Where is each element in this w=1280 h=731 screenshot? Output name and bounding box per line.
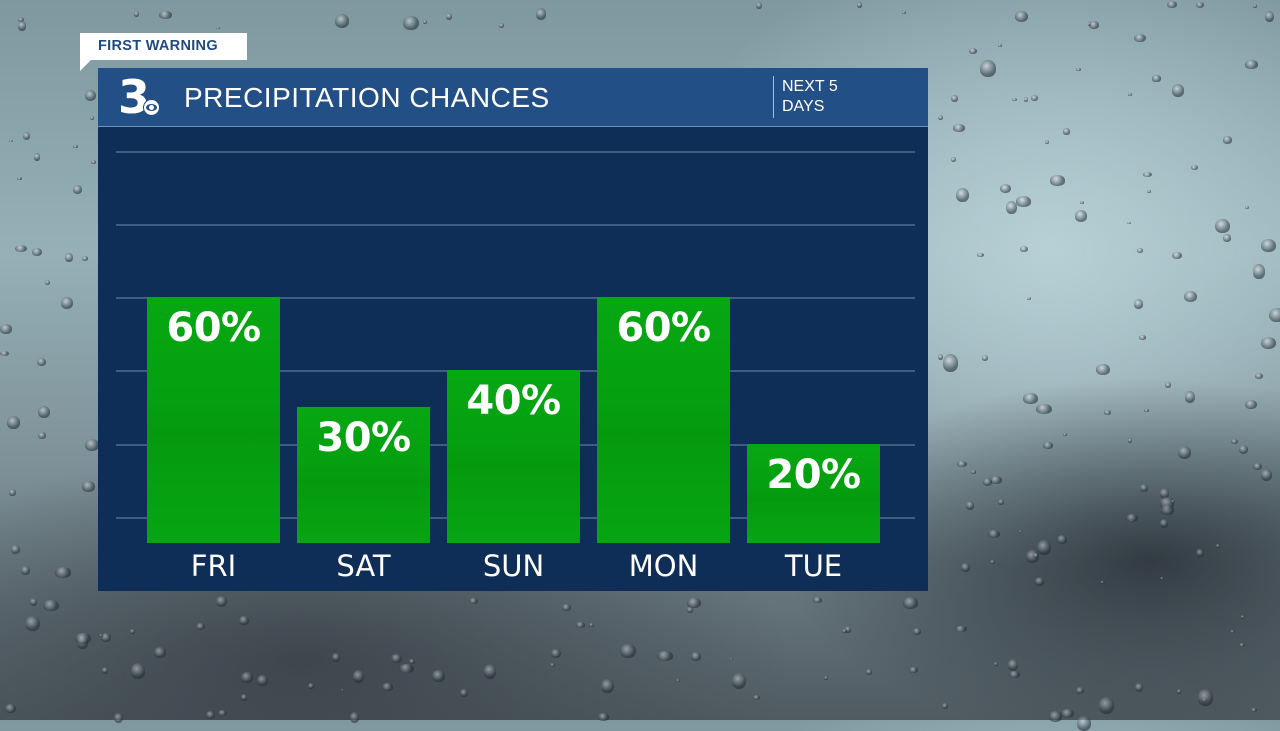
bar-value-label: 60% bbox=[166, 305, 261, 352]
day-label-mon: MON bbox=[628, 549, 699, 583]
bar-fri: 60% bbox=[147, 297, 280, 543]
chart-plot-area: 60% 30% 40% 60% 20% FRI SAT SUN MON TUE bbox=[98, 127, 928, 591]
bar-sat: 30% bbox=[297, 407, 430, 543]
gridline-100 bbox=[116, 151, 915, 153]
station-logo: 3 bbox=[118, 70, 163, 124]
bar-tue: 20% bbox=[747, 443, 880, 543]
day-label-sat: SAT bbox=[336, 549, 391, 583]
gridline-60 bbox=[116, 297, 915, 299]
channel-number: 3 bbox=[118, 70, 150, 124]
first-warning-badge: FIRST WARNING bbox=[80, 33, 247, 60]
chart-title: PRECIPITATION CHANCES bbox=[184, 82, 550, 113]
bar-sun: 40% bbox=[447, 370, 580, 543]
cbs-eye-icon bbox=[143, 99, 160, 116]
subtitle-line-2: DAYS bbox=[782, 98, 825, 115]
badge-tail bbox=[80, 59, 92, 71]
chart-header: 3 PRECIPITATION CHANCES NEXT 5 DAYS bbox=[98, 68, 928, 127]
bar-value-label: 20% bbox=[766, 451, 861, 498]
day-label-fri: FRI bbox=[190, 549, 237, 583]
bar-value-label: 40% bbox=[466, 378, 561, 425]
bar-value-label: 30% bbox=[316, 415, 411, 462]
header-divider bbox=[773, 76, 774, 118]
bar-value-label: 60% bbox=[616, 305, 711, 352]
day-label-sun: SUN bbox=[482, 549, 545, 583]
gridline-80 bbox=[116, 224, 915, 226]
subtitle-line-1: NEXT 5 bbox=[782, 78, 838, 95]
chart-subtitle: NEXT 5 DAYS bbox=[782, 77, 872, 117]
bar-mon: 60% bbox=[597, 297, 730, 543]
day-label-tue: TUE bbox=[784, 549, 843, 583]
